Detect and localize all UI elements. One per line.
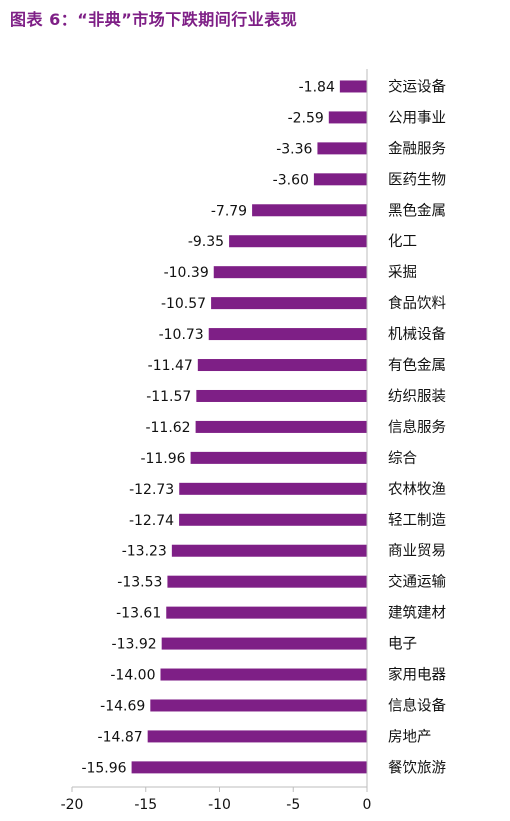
bar [147,730,367,743]
category-label: 电子 [388,636,417,653]
category-label: 商业贸易 [388,543,446,560]
bar [179,513,367,526]
bar [328,111,367,124]
category-label: 农林牧渔 [388,481,446,498]
category-label: 综合 [388,450,417,467]
category-label: 信息服务 [388,419,446,436]
value-label: -1.84 [299,79,335,95]
value-label: -7.79 [211,203,247,219]
category-label: 黑色金属 [388,202,446,219]
value-label: -12.73 [129,482,174,498]
category-labels-layer: 交运设备公用事业金融服务医药生物黑色金属化工采掘食品饮料机械设备有色金属纺织服装… [388,77,446,776]
category-label: 医药生物 [388,171,446,188]
bar [179,482,367,495]
value-label: -15.96 [81,760,126,776]
category-label: 机械设备 [388,326,446,343]
bar [150,699,367,712]
category-label: 餐饮旅游 [388,759,446,776]
bar [171,544,367,557]
category-label: 轻工制造 [388,512,446,529]
x-tick-label: -20 [61,797,84,813]
bar [190,451,367,464]
bar [229,235,367,248]
value-label: -14.87 [98,729,143,745]
category-label: 采掘 [388,264,417,281]
category-label: 金融服务 [388,140,446,157]
bar [208,328,367,341]
value-labels-layer: -1.84 -2.59 -3.36 -3.60 -7.79 -9.35 -10.39 -10.… [81,79,334,776]
value-label: -13.53 [117,575,162,591]
x-tick-label: -10 [208,797,231,813]
value-label: -11.96 [140,451,185,467]
category-label: 纺织服装 [388,388,446,405]
category-label: 信息设备 [388,697,446,714]
bar [166,606,367,619]
category-label: 房地产 [388,728,432,745]
value-label: -10.73 [159,327,204,343]
bar [161,637,367,650]
value-label: -9.35 [188,234,224,250]
x-tick-label: -5 [286,797,300,813]
bar [195,420,367,433]
category-label: 交运设备 [388,77,446,95]
value-label: -2.59 [288,110,324,126]
category-label: 食品饮料 [388,295,446,312]
bar [160,668,367,681]
value-label: -13.92 [112,637,157,653]
bar [313,173,367,186]
bar [196,389,367,402]
category-label: 有色金属 [388,357,446,374]
bar [197,359,367,372]
x-tick-label: -15 [134,797,157,813]
category-label: 化工 [388,233,417,250]
bar [252,204,367,217]
category-label: 公用事业 [388,109,446,126]
value-label: -10.39 [164,265,209,281]
value-label: -11.62 [145,420,190,436]
value-label: -11.47 [148,358,193,374]
value-label: -11.57 [146,389,191,405]
category-label: 建筑建材 [388,605,446,622]
value-label: -14.69 [100,698,145,714]
value-label: -14.00 [110,668,155,684]
value-label: -13.23 [122,544,167,560]
bar [213,266,367,279]
bars-layer [131,80,367,774]
value-label: -3.36 [276,141,312,157]
value-label: -12.74 [129,513,174,529]
category-label: 交通运输 [388,573,446,591]
bar [317,142,367,155]
bar [167,575,367,588]
bar [131,761,367,774]
value-label: -3.60 [273,172,309,188]
x-tick-label: 0 [363,797,372,813]
value-label: -13.61 [116,606,161,622]
value-label: -10.57 [161,296,206,312]
category-label: 家用电器 [388,667,446,684]
bar [339,80,367,93]
axis-layer: -20 -15 -10 -5 0 [61,69,372,813]
chart-title: 图表 6：“非典”市场下跌期间行业表现 [10,10,298,29]
bar [211,297,367,310]
